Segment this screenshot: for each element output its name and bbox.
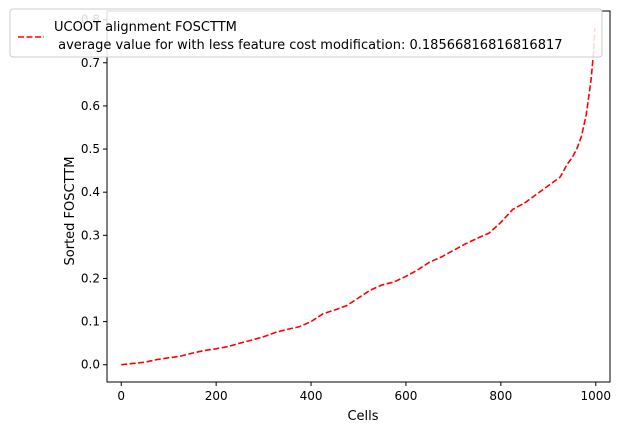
y-tick-label: 0.0	[81, 358, 100, 372]
x-tick-label: 1000	[580, 389, 611, 403]
y-tick-label: 0.3	[81, 228, 100, 242]
x-tick-label: 800	[489, 389, 512, 403]
y-tick-label: 0.2	[81, 271, 100, 285]
x-tick-label: 400	[300, 389, 323, 403]
y-tick-label: 0.1	[81, 315, 100, 329]
x-tick-label: 0	[117, 389, 125, 403]
x-tick-label: 200	[205, 389, 228, 403]
x-axis-ticks: 0 200 400 600 800 1000	[117, 382, 611, 403]
legend-label-line2: average value for with less feature cost…	[54, 38, 563, 53]
y-axis-ticks: 0.00.10.20.30.40.50.60.70.8	[81, 13, 107, 372]
x-tick-label: 600	[394, 389, 417, 403]
legend-label-line1: UCOOT alignment FOSCTTM	[54, 20, 237, 35]
y-tick-label: 0.7	[81, 56, 100, 70]
y-tick-label: 0.5	[81, 142, 100, 156]
legend: UCOOT alignment FOSCTTM average value fo…	[9, 8, 603, 58]
plot-area	[106, 10, 611, 383]
y-tick-label: 0.4	[81, 185, 100, 199]
x-axis-label: Cells	[347, 409, 378, 424]
y-axis-label: Sorted FOSCTTM	[63, 157, 78, 266]
series-line-0	[121, 28, 596, 366]
legend-box	[9, 8, 603, 58]
y-tick-label: 0.6	[81, 99, 100, 113]
